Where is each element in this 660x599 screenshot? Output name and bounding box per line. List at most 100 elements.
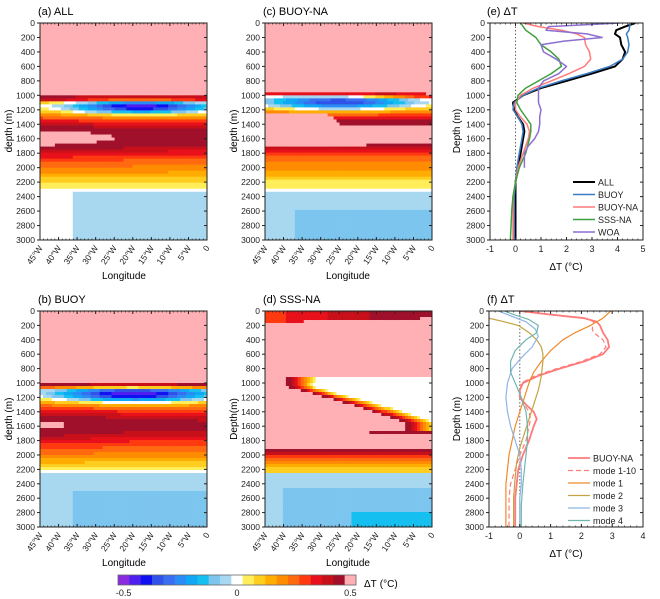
heatmap-cell <box>54 83 59 87</box>
heatmap-cell <box>129 125 133 129</box>
heatmap-cell <box>192 194 196 199</box>
heatmap-cell <box>84 200 89 205</box>
heatmap-cell <box>54 515 59 519</box>
heatmap-cell <box>186 74 190 78</box>
heatmap-cell <box>54 164 59 169</box>
heatmap-cell <box>42 338 47 342</box>
heatmap-cell <box>40 422 44 426</box>
heatmap-cell <box>93 116 98 120</box>
heatmap-cell <box>75 224 80 229</box>
heatmap-cell <box>84 212 89 217</box>
heatmap-cell <box>111 41 115 45</box>
heatmap-cell <box>165 152 169 157</box>
heatmap-cell <box>156 89 160 93</box>
heatmap-cell <box>66 500 71 504</box>
heatmap-cell <box>156 149 160 153</box>
heatmap-cell <box>186 53 190 57</box>
heatmap-cell <box>72 395 77 399</box>
heatmap-cell <box>195 230 199 235</box>
heatmap-cell <box>93 176 98 181</box>
heatmap-cell <box>192 53 196 57</box>
heatmap-cell <box>69 455 74 459</box>
heatmap-cell <box>54 203 59 208</box>
heatmap-cell <box>126 155 130 160</box>
heatmap-cell <box>201 152 205 157</box>
heatmap-cell <box>93 182 98 187</box>
heatmap-cell <box>69 71 74 75</box>
heatmap-cell <box>54 131 59 135</box>
heatmap-cell <box>45 173 50 178</box>
heatmap-cell <box>177 218 181 223</box>
heatmap-cell <box>114 221 118 226</box>
heatmap-cell <box>168 155 172 160</box>
heatmap-cell <box>147 212 151 217</box>
heatmap-cell <box>45 485 50 489</box>
heatmap-cell <box>114 236 118 240</box>
heatmap-cell <box>171 50 175 54</box>
heatmap-cell <box>114 179 118 184</box>
heatmap-cell <box>192 215 196 220</box>
heatmap-cell <box>81 83 86 87</box>
heatmap-cell <box>42 77 47 81</box>
heatmap-cell <box>75 386 80 390</box>
heatmap-cell <box>156 23 160 27</box>
heatmap-cell <box>72 464 77 468</box>
heatmap-cell <box>198 59 202 63</box>
heatmap-cell <box>75 506 80 510</box>
heatmap-cell <box>198 185 202 190</box>
heatmap-cell <box>60 446 65 450</box>
heatmap-cell <box>78 86 83 90</box>
heatmap-cell <box>201 62 205 66</box>
heatmap-cell <box>135 194 139 199</box>
heatmap-cell <box>105 107 109 111</box>
heatmap-cell <box>51 344 56 348</box>
heatmap-cell <box>108 86 112 90</box>
heatmap-cell <box>177 29 181 33</box>
heatmap-cell <box>153 236 157 240</box>
heatmap-cell <box>192 59 196 63</box>
heatmap-cell <box>60 452 65 456</box>
heatmap-cell <box>72 230 77 235</box>
heatmap-cell <box>138 167 142 172</box>
heatmap-cell <box>78 332 83 336</box>
heatmap-cell <box>99 128 104 132</box>
heatmap-cell <box>153 182 157 187</box>
heatmap-cell <box>51 407 56 411</box>
heatmap-cell <box>54 170 59 175</box>
heatmap-cell <box>174 194 178 199</box>
heatmap-cell <box>186 128 190 132</box>
heatmap-cell <box>40 65 44 69</box>
heatmap-cell <box>42 200 47 205</box>
heatmap-cell <box>48 77 53 81</box>
heatmap-cell <box>150 56 154 60</box>
heatmap-cell <box>93 233 98 238</box>
heatmap-cell <box>153 167 157 172</box>
heatmap-cell <box>129 26 133 30</box>
heatmap-cell <box>48 134 53 138</box>
heatmap-cell <box>162 83 166 87</box>
heatmap-cell <box>111 221 115 226</box>
heatmap-cell <box>108 236 112 240</box>
heatmap-cell <box>108 29 112 33</box>
heatmap-cell <box>195 50 199 54</box>
heatmap-cell <box>60 188 65 193</box>
heatmap-cell <box>204 149 207 153</box>
heatmap-cell <box>45 464 50 468</box>
heatmap-cell <box>51 482 56 486</box>
heatmap-cell <box>123 26 127 30</box>
heatmap-cell <box>114 134 118 138</box>
heatmap-cell <box>144 209 148 214</box>
heatmap-cell <box>93 167 98 172</box>
heatmap-cell <box>192 188 196 193</box>
heatmap-cell <box>183 35 187 39</box>
heatmap-cell <box>72 98 77 102</box>
heatmap-cell <box>156 209 160 214</box>
heatmap-cell <box>57 419 62 423</box>
heatmap-cell <box>144 137 148 141</box>
heatmap-cell <box>168 167 172 172</box>
heatmap-cell <box>174 83 178 87</box>
heatmap-cell <box>150 203 154 208</box>
heatmap-cell <box>78 212 83 217</box>
heatmap-cell <box>54 338 59 342</box>
heatmap-cell <box>129 74 133 78</box>
